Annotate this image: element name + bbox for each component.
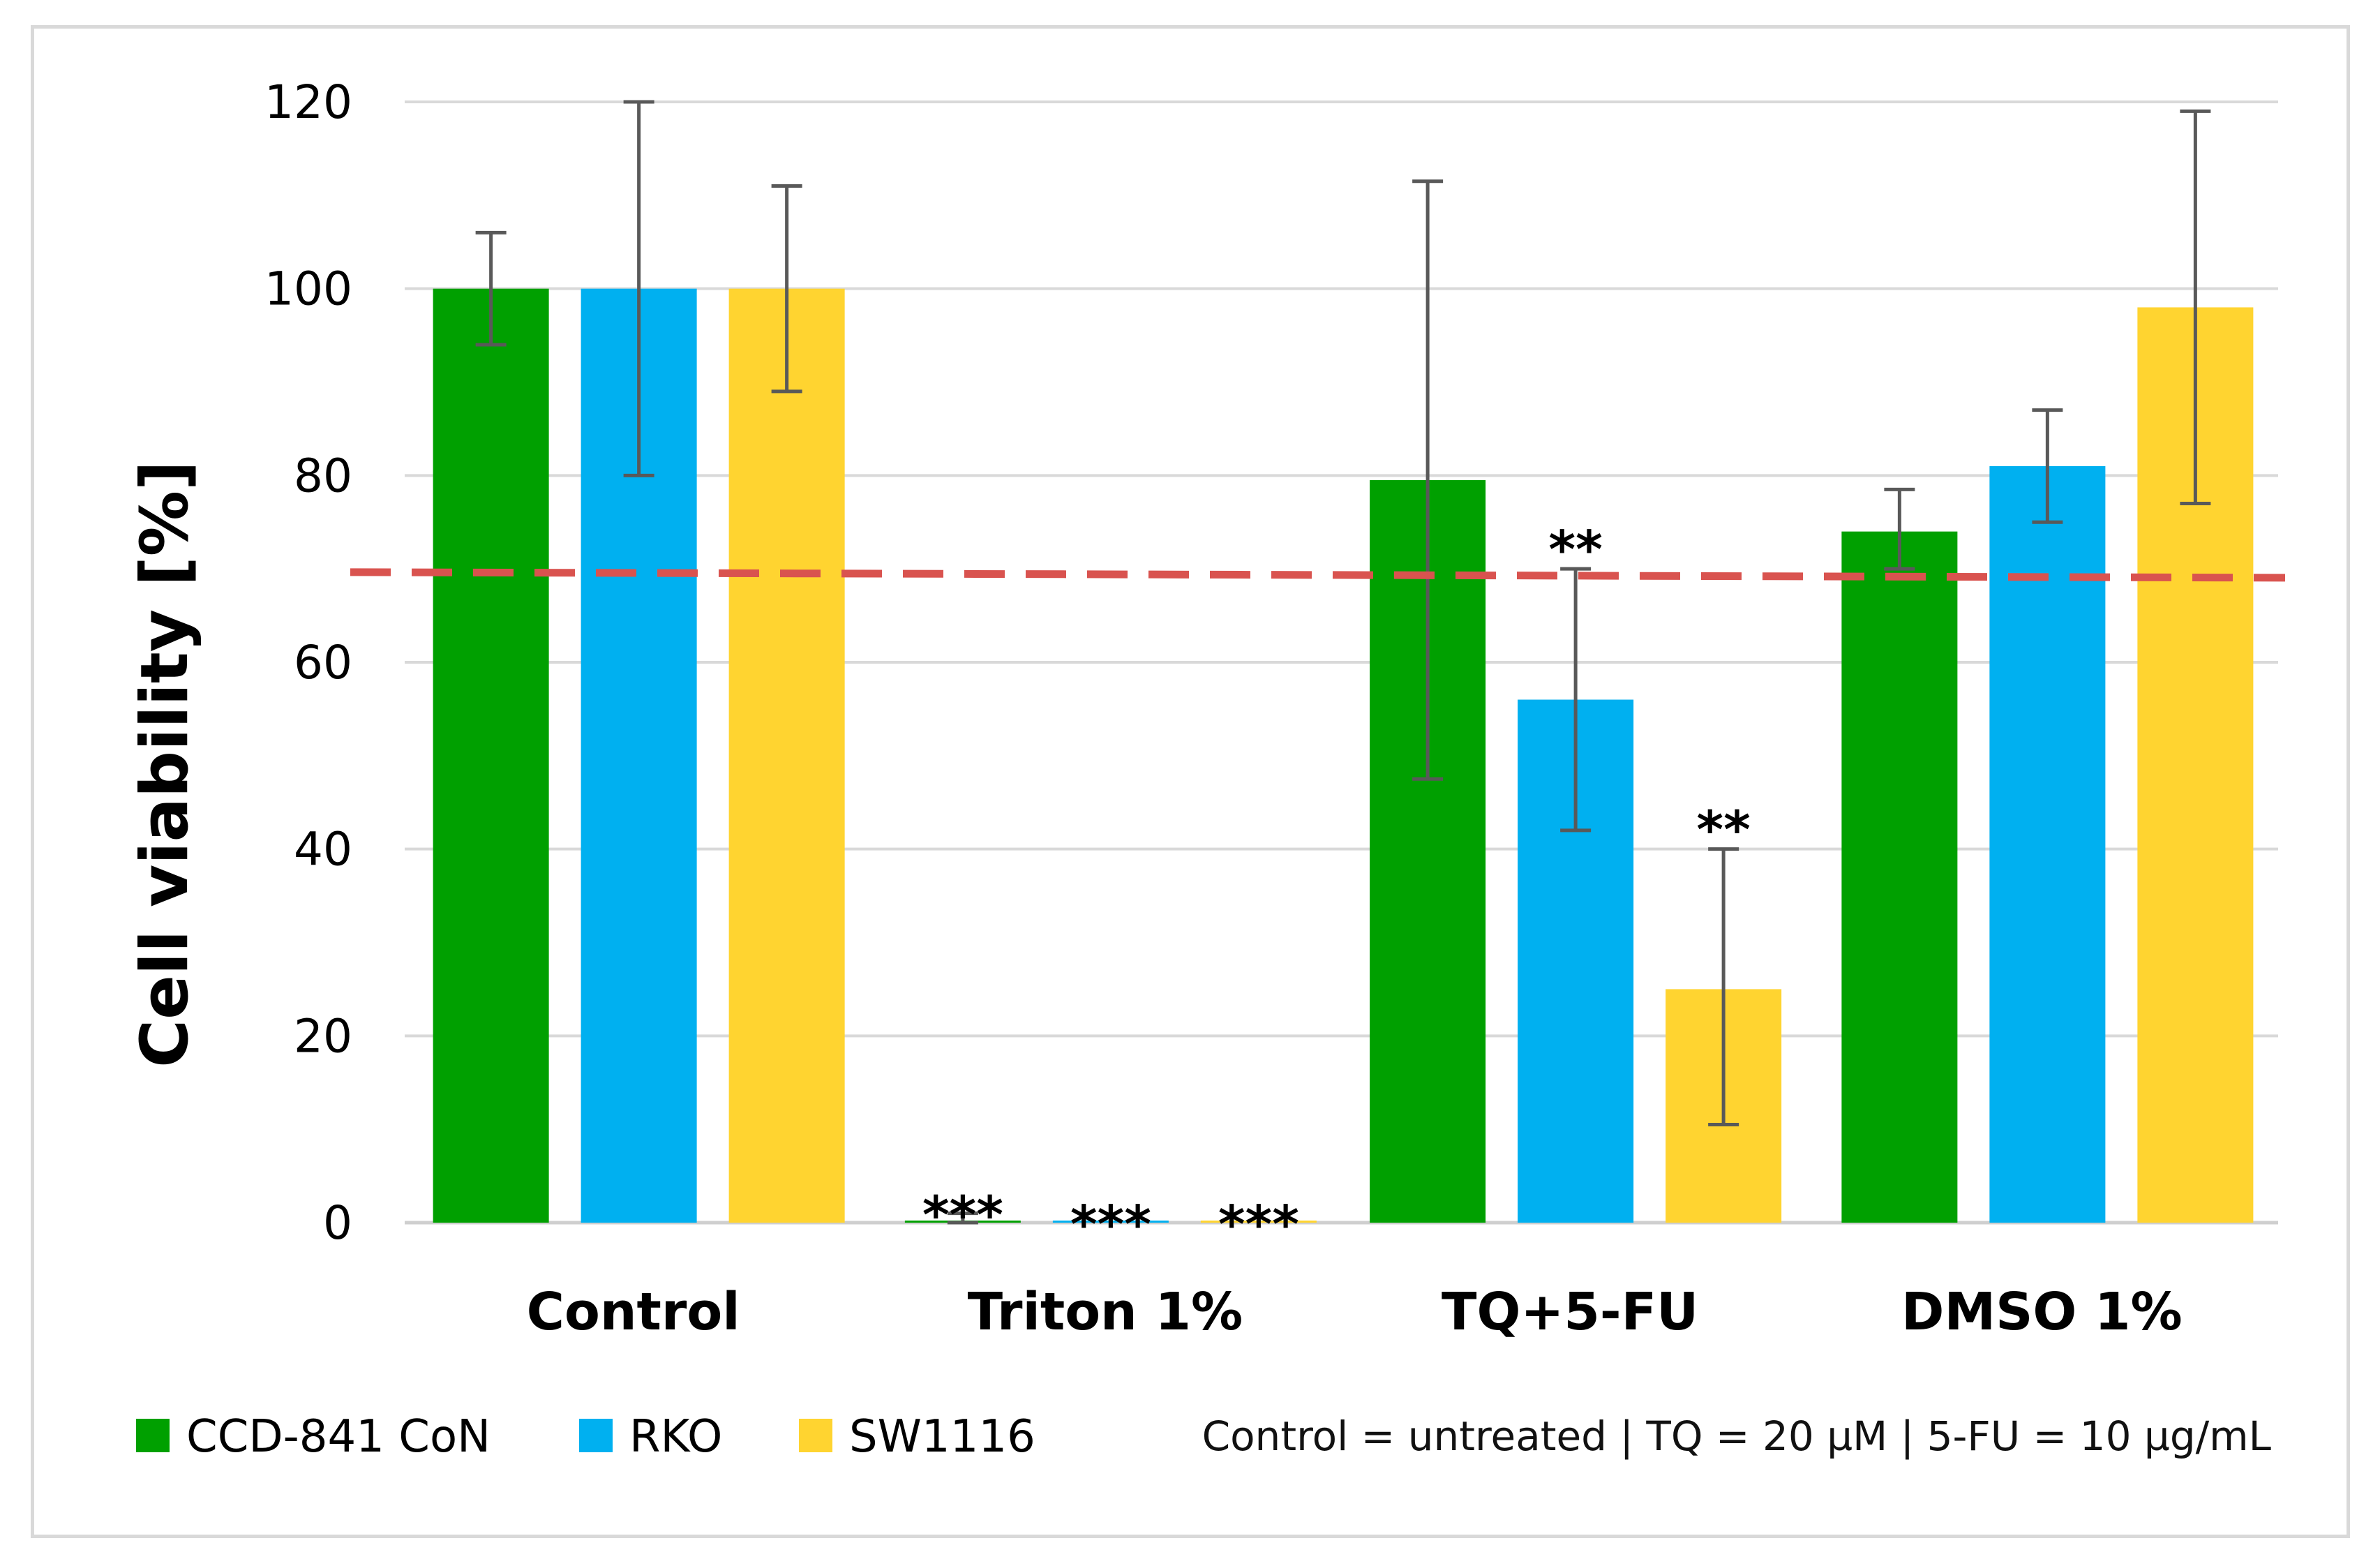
x-category-label: TQ+5-FU — [1442, 1282, 1698, 1342]
legend-swatch — [579, 1419, 613, 1452]
conditions-note: Control = untreated | TQ = 20 µM | 5-FU … — [1202, 1412, 2271, 1460]
y-tick-label: 0 — [323, 1196, 352, 1250]
significance-label: ** — [1548, 520, 1602, 580]
y-tick-label: 60 — [294, 636, 352, 689]
y-axis-label: Cell viability [%] — [127, 461, 203, 1068]
legend: CCD-841 CoN RKO SW1116 — [136, 1411, 1035, 1463]
x-category-label: Triton 1% — [968, 1282, 1243, 1342]
significance-label: *** — [1070, 1195, 1151, 1255]
bar — [433, 288, 549, 1223]
y-tick-label: 20 — [294, 1009, 352, 1063]
x-category-label: Control — [527, 1282, 740, 1342]
legend-swatch — [136, 1419, 170, 1452]
y-tick-label: 80 — [294, 449, 352, 502]
legend-label: SW1116 — [849, 1411, 1035, 1463]
chart-frame — [31, 25, 2350, 1538]
significance-label: ** — [1696, 800, 1750, 860]
bar — [1052, 1221, 1169, 1223]
legend-swatch — [799, 1419, 832, 1452]
threshold-line — [350, 568, 2286, 582]
bar — [728, 288, 845, 1223]
legend-label: RKO — [629, 1411, 722, 1463]
y-tick-label: 40 — [294, 823, 352, 877]
legend-label: CCD-841 CoN — [186, 1411, 491, 1463]
y-tick-label: 100 — [264, 262, 352, 316]
bars — [433, 288, 2254, 1223]
significance-label: *** — [922, 1186, 1003, 1246]
y-tick-label: 120 — [264, 75, 352, 129]
gridlines — [405, 100, 2278, 1225]
bar — [1200, 1221, 1317, 1223]
bar — [1989, 465, 2106, 1223]
significance-label: *** — [1218, 1195, 1299, 1255]
reference-line-layer — [350, 568, 2286, 582]
x-category-label: DMSO 1% — [1901, 1282, 2183, 1342]
bar — [1841, 531, 1958, 1223]
error-bars — [475, 100, 2211, 1225]
